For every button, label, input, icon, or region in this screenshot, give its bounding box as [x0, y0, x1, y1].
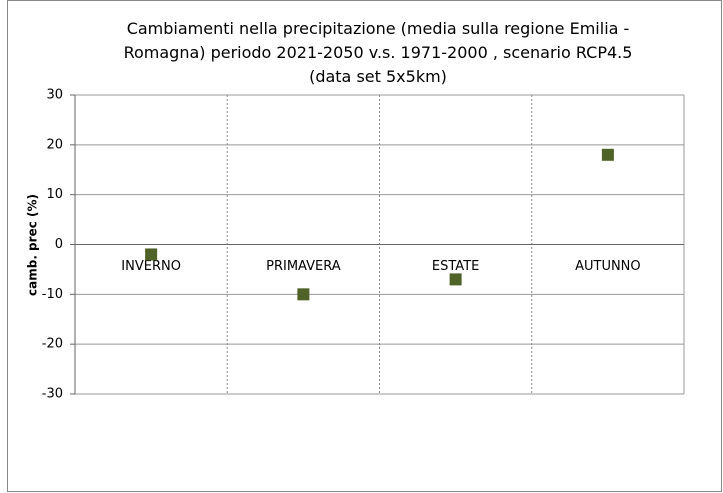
marker: [145, 248, 158, 261]
y-tick-label: -30: [42, 387, 63, 402]
x-tick-label: AUTUNNO: [575, 259, 641, 274]
marker: [601, 148, 614, 161]
y-tick-label: 20: [46, 137, 63, 152]
chart-title: Cambiamenti nella precipitazione (media …: [123, 19, 633, 86]
y-tick-label: -10: [42, 287, 63, 302]
y-tick-label: -20: [42, 337, 63, 352]
x-tick-label: ESTATE: [432, 259, 479, 274]
marker: [297, 288, 310, 301]
y-tick-label: 10: [46, 187, 63, 202]
chart-border: [7, 0, 722, 492]
x-tick-label: INVERNO: [121, 259, 181, 274]
marker: [449, 273, 462, 286]
y-tick-label: 0: [55, 237, 63, 252]
x-tick-label: PRIMAVERA: [266, 259, 341, 274]
y-axis-label: camb. prec (%): [26, 194, 40, 296]
y-tick-label: 30: [46, 88, 63, 103]
